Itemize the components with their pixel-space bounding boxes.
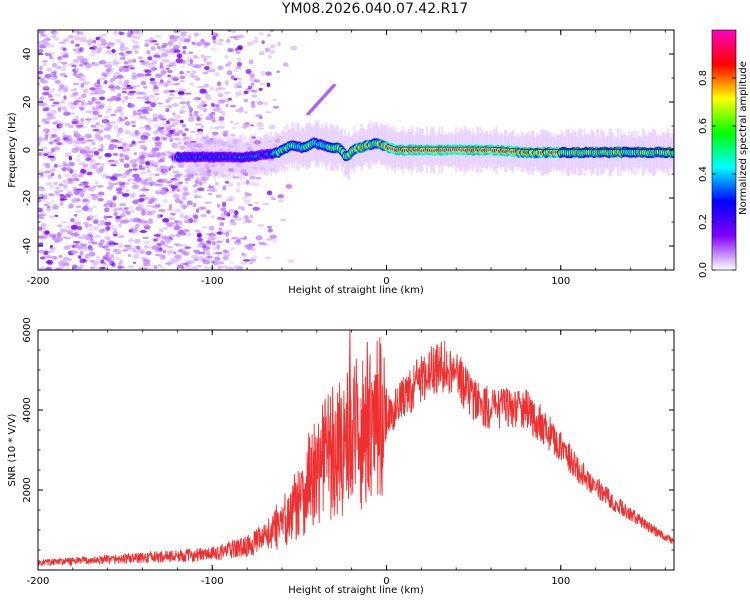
spectrogram-marks [38,30,674,270]
colorbar-tick-label: 0.6 [698,118,709,134]
x-tick-label: 0 [383,276,389,287]
snr-spike [365,341,369,492]
spectrogram-ylabel: Frequency (Hz) [7,112,18,188]
y-tick-label: 0 [22,147,33,153]
y-tick-label: 2000 [22,477,33,502]
colorbar-tick-label: 0.2 [698,214,709,230]
snr-series-line [38,337,674,567]
ridge-centerline [386,143,674,150]
x-tick-label: -200 [27,276,50,287]
x-tick-label: -100 [201,276,224,287]
colorbar-gradient [711,29,737,271]
snr-spike [339,397,343,501]
secondary-streak [306,83,337,116]
x-tick-label: -200 [27,576,50,587]
snr-spike [288,501,293,537]
y-tick-label: -40 [22,238,33,254]
x-tick-label: 100 [551,576,570,587]
y-tick-label: 4000 [22,397,33,422]
y-tick-label: -20 [22,190,33,206]
colorbar-ticks: 0.0 0.2 0.4 0.6 0.8 [698,70,736,278]
page-title: YM08.2026.040.07.42.R17 [281,1,469,17]
spectrogram-xlabel: Height of straight line (km) [288,285,424,296]
colorbar-tick-label: 0.4 [698,166,709,182]
colorbar: 0.0 0.2 0.4 0.6 0.8 Normalized spectral ampl… [698,29,749,278]
y-tick-label: 20 [22,96,33,109]
snr-spike [347,330,352,499]
y-tick-label: 6000 [22,317,33,342]
x-tick-label: -100 [201,576,224,587]
snr-axes: -200 -100 0 100 2000 4000 6000 [22,317,674,587]
colorbar-tick-label: 0.0 [698,262,709,278]
ridge-signal [170,137,674,163]
colorbar-label: Normalized spectral amplitude [738,61,749,215]
x-tick-label: 100 [551,276,570,287]
snr-xlabel: Height of straight line (km) [288,585,424,596]
x-tick-label: 0 [383,576,389,587]
snr-ylabel: SNR (10 * V/V) [7,413,18,486]
snr-panel: -200 -100 0 100 2000 4000 6000 Height of strai… [7,317,675,596]
snr-marks [38,330,674,567]
colorbar-tick-label: 0.8 [698,70,709,86]
y-tick-label: 40 [22,48,33,61]
snr-spike [330,413,335,504]
